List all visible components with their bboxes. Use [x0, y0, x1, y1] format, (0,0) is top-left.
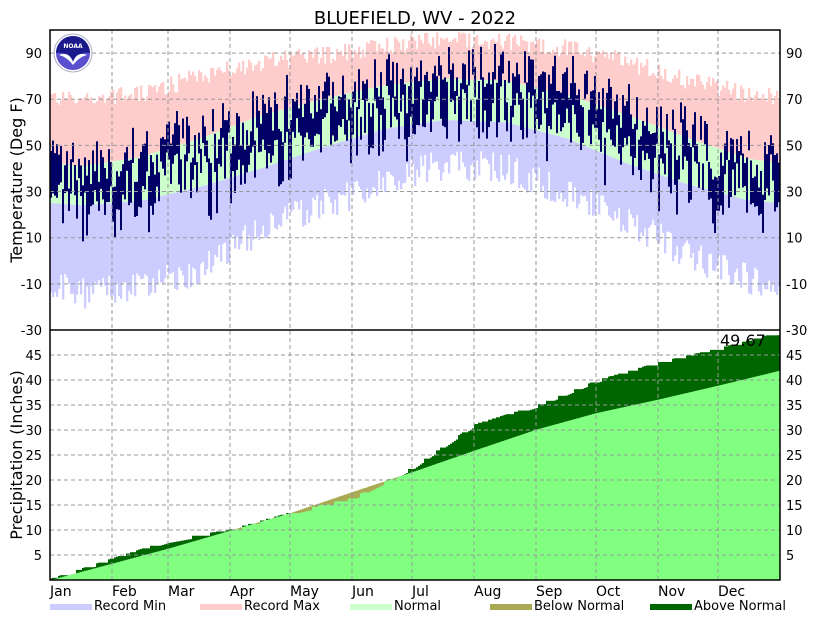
- precip-tick-label: 20: [786, 474, 803, 489]
- precip-tick-label: 20: [25, 474, 42, 489]
- precip-tick-label: 40: [25, 374, 42, 389]
- legend-swatch: [490, 604, 532, 610]
- month-label: Jul: [411, 584, 429, 600]
- temp-y-axis-label: Temperature (Deg F): [7, 97, 26, 264]
- month-label: Sep: [536, 584, 563, 600]
- temperature-plot: [50, 31, 781, 309]
- temp-tick-label: 10: [25, 232, 42, 247]
- legend-swatch: [350, 604, 392, 610]
- month-label: Jun: [351, 584, 374, 600]
- legend-swatch: [200, 604, 242, 610]
- legend-item: Record Max: [200, 599, 320, 614]
- temp-tick-label: 50: [25, 139, 42, 154]
- legend-label: Record Min: [94, 599, 166, 614]
- month-label: Dec: [718, 584, 745, 600]
- temp-ticks-right: 90 70 50 30 10 -10 -30: [786, 47, 807, 339]
- legend-swatch: [650, 604, 692, 610]
- precip-tick-label: 15: [25, 499, 42, 514]
- precip-tick-label: 10: [25, 524, 42, 539]
- month-label: Nov: [658, 584, 685, 600]
- grid-lines: [50, 30, 780, 580]
- legend-item: Normal: [350, 599, 441, 614]
- plot-frame: [49, 29, 781, 581]
- temp-tick-label: 30: [25, 186, 42, 201]
- month-label: Feb: [112, 584, 137, 600]
- precip-tick-label: 40: [786, 374, 803, 389]
- precip-ticks-right: 45 40 35 30 25 20 15 10 5: [786, 349, 803, 564]
- precip-y-axis-label: Precipitation (Inches): [7, 370, 26, 540]
- month-label: Aug: [474, 584, 501, 600]
- month-label: Mar: [168, 584, 195, 600]
- precip-tick-label: 5: [786, 549, 794, 564]
- legend-item: Record Min: [50, 599, 166, 614]
- precipitation-plot: [50, 335, 781, 580]
- legend: Record Min Record Max Normal Below Normal Ab…: [50, 599, 786, 614]
- precip-tick-label: 30: [25, 424, 42, 439]
- chart-title: BLUEFIELD, WV - 2022: [314, 8, 516, 29]
- precip-tick-label: 5: [34, 549, 42, 564]
- legend-label: Above Normal: [694, 599, 786, 614]
- temp-ticks-left: 90 70 50 30 10 -10 -30: [21, 47, 42, 339]
- temp-tick-label: -10: [786, 278, 807, 293]
- legend-label: Normal: [394, 599, 441, 614]
- legend-label: Record Max: [244, 599, 320, 614]
- precip-tick-label: 45: [25, 349, 42, 364]
- temp-tick-label: 70: [786, 93, 803, 108]
- precip-tick-label: 45: [786, 349, 803, 364]
- temp-tick-label: -30: [21, 324, 42, 339]
- temp-tick-label: -30: [786, 324, 807, 339]
- temp-tick-label: 90: [25, 47, 42, 62]
- temp-tick-label: 30: [786, 186, 803, 201]
- precip-tick-label: 15: [786, 499, 803, 514]
- noaa-logo-icon: NOAA: [53, 33, 93, 73]
- month-label: Apr: [230, 584, 254, 600]
- month-label: Jan: [49, 584, 72, 600]
- legend-item: Below Normal: [490, 599, 624, 614]
- precip-total-annotation: 49.67: [720, 331, 766, 350]
- precip-tick-label: 35: [786, 399, 803, 414]
- precip-tick-label: 30: [786, 424, 803, 439]
- temp-tick-label: 90: [786, 47, 803, 62]
- temp-tick-label: -10: [21, 278, 42, 293]
- legend-item: Above Normal: [650, 599, 786, 614]
- temp-tick-label: 70: [25, 93, 42, 108]
- month-label: May: [290, 584, 319, 600]
- month-axis: Jan Feb Mar Apr May Jun Jul Aug Sep Oct Nov Dec: [49, 584, 745, 600]
- precip-tick-label: 35: [25, 399, 42, 414]
- month-label: Oct: [596, 584, 621, 600]
- precip-tick-label: 10: [786, 524, 803, 539]
- temp-tick-label: 50: [786, 139, 803, 154]
- legend-swatch: [50, 604, 92, 610]
- precip-ticks-left: 45 40 35 30 25 20 15 10 5: [25, 349, 42, 564]
- precip-tick-label: 25: [25, 449, 42, 464]
- logo-text: NOAA: [63, 43, 83, 50]
- legend-label: Below Normal: [534, 599, 624, 614]
- temp-tick-label: 10: [786, 232, 803, 247]
- precip-tick-label: 25: [786, 449, 803, 464]
